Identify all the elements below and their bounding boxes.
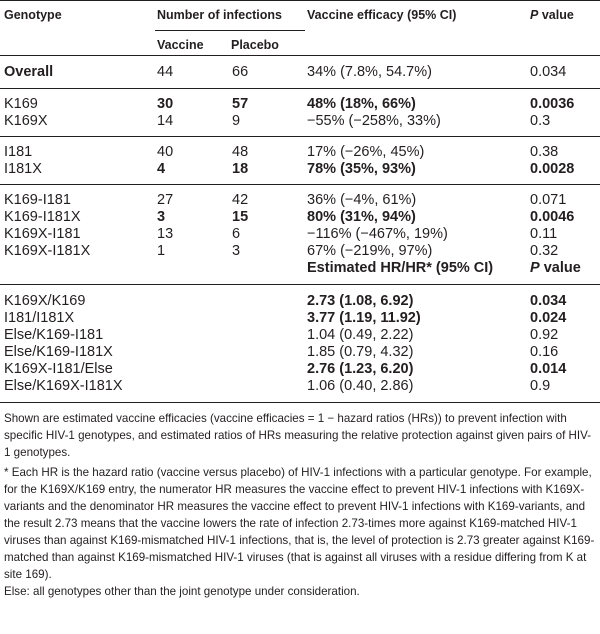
genotype-cell: K169-I181X (4, 209, 81, 225)
efficacy-cell: 78% (35%, 93%) (307, 161, 416, 177)
placebo-cell: 66 (232, 64, 249, 80)
placebo-cell: 18 (232, 161, 249, 177)
placebo-cell: 9 (232, 113, 241, 129)
vaccine-cell: 1 (157, 243, 166, 259)
efficacy-cell: 17% (−26%, 45%) (307, 144, 425, 160)
hr-cell: 1.06 (0.40, 2.86) (307, 378, 414, 394)
table-row: Overall 44 66 34% (7.8%, 54.7%) 0.034 (0, 56, 600, 89)
p-value-cell: 0.32 (530, 243, 559, 259)
col-genotype: Genotype (4, 8, 62, 22)
hr-row: Else/K169X-I181X 1.06 (0.40, 2.86) 0.9 (0, 378, 600, 403)
table-row: K169 30 57 48% (18%, 66%) 0.0036 (0, 89, 600, 114)
vaccine-cell: 13 (157, 226, 174, 242)
p-value-cell: 0.024 (530, 310, 567, 326)
hr-cell: 2.76 (1.23, 6.20) (307, 361, 414, 377)
genotype-cell: I181X (4, 161, 42, 177)
header-row-1: Genotype Number of infections Vaccine ef… (0, 0, 600, 31)
placebo-cell: 3 (232, 243, 241, 259)
hr-cell: 1.85 (0.79, 4.32) (307, 344, 414, 360)
p-value-cell: 0.38 (530, 144, 559, 160)
col-vaccine-efficacy: Vaccine efficacy (95% CI) (307, 8, 457, 22)
efficacy-cell: −55% (−258%, 33%) (307, 113, 441, 129)
genotype-cell: K169X-I181X (4, 243, 91, 259)
hr-cell: 2.73 (1.08, 6.92) (307, 293, 414, 309)
efficacy-cell: 34% (7.8%, 54.7%) (307, 64, 432, 80)
table-row: K169X-I181X 1 3 67% (−219%, 97%) 0.32 (0, 243, 600, 260)
table-row: K169-I181X 3 15 80% (31%, 94%) 0.0046 (0, 209, 600, 226)
pair-cell: Else/K169X-I181X (4, 378, 123, 394)
p-value-cell: 0.034 (530, 64, 567, 80)
hr-cell: 3.77 (1.19, 11.92) (307, 310, 421, 326)
genotype-cell: K169X (4, 113, 48, 129)
efficacy-table: Genotype Number of infections Vaccine ef… (0, 0, 600, 403)
vaccine-cell: 44 (157, 64, 174, 80)
hr-cell: 1.04 (0.49, 2.22) (307, 327, 414, 343)
vaccine-cell: 14 (157, 113, 174, 129)
vaccine-cell: 4 (157, 161, 166, 177)
genotype-cell: K169X-I181 (4, 226, 81, 242)
col-hr-p-value: P value (530, 260, 581, 276)
p-value-cell: 0.071 (530, 192, 567, 208)
footnote-star: * Each HR is the hazard ratio (vaccine v… (4, 466, 595, 581)
hr-row: I181/I181X 3.77 (1.19, 11.92) 0.024 (0, 310, 600, 327)
col-p-value: P value (530, 8, 574, 22)
hr-row: K169X-I181/Else 2.76 (1.23, 6.20) 0.014 (0, 361, 600, 378)
table-row: K169X-I181 13 6 −116% (−467%, 19%) 0.11 (0, 226, 600, 243)
footnote-shown: Shown are estimated vaccine efficacies (… (4, 412, 592, 459)
placebo-cell: 6 (232, 226, 241, 242)
hr-row: Else/K169-I181 1.04 (0.49, 2.22) 0.92 (0, 327, 600, 344)
table-row: I181X 4 18 78% (35%, 93%) 0.0028 (0, 161, 600, 185)
genotype-cell: Overall (4, 64, 54, 80)
efficacy-cell: 67% (−219%, 97%) (307, 243, 433, 259)
hr-row: Else/K169-I181X 1.85 (0.79, 4.32) 0.16 (0, 344, 600, 361)
efficacy-cell: −116% (−467%, 19%) (307, 226, 448, 242)
p-value-cell: 0.034 (530, 293, 567, 309)
genotype-cell: I181 (4, 144, 33, 160)
p-value-cell: 0.9 (530, 378, 551, 394)
table-row: K169X 14 9 −55% (−258%, 33%) 0.3 (0, 113, 600, 137)
table-footnotes: Shown are estimated vaccine efficacies (… (0, 403, 600, 600)
p-value-cell: 0.014 (530, 361, 567, 377)
col-number-of-infections: Number of infections (155, 0, 306, 31)
p-value-cell: 0.3 (530, 113, 551, 129)
header-row-2: Vaccine Placebo (0, 30, 600, 56)
genotype-cell: K169 (4, 96, 38, 112)
p-value-cell: 0.0036 (530, 96, 575, 112)
col-placebo: Placebo (231, 37, 279, 52)
hr-row: K169X/K169 2.73 (1.08, 6.92) 0.034 (0, 285, 600, 311)
pair-cell: K169X-I181/Else (4, 361, 113, 377)
vaccine-cell: 40 (157, 144, 174, 160)
pair-cell: Else/K169-I181X (4, 344, 113, 360)
footnote-else: Else: all genotypes other than the joint… (4, 585, 360, 598)
vaccine-cell: 3 (157, 209, 166, 225)
table-row: I181 40 48 17% (−26%, 45%) 0.38 (0, 137, 600, 162)
pair-cell: Else/K169-I181 (4, 327, 104, 343)
genotype-cell: K169-I181 (4, 192, 71, 208)
p-value-cell: 0.0028 (530, 161, 575, 177)
vaccine-cell: 27 (157, 192, 174, 208)
col-vaccine: Vaccine (157, 37, 204, 52)
table-row: K169-I181 27 42 36% (−4%, 61%) 0.071 (0, 185, 600, 210)
placebo-cell: 15 (232, 209, 249, 225)
p-value-cell: 0.92 (530, 327, 559, 343)
efficacy-cell: 36% (−4%, 61%) (307, 192, 417, 208)
p-value-cell: 0.0046 (530, 209, 575, 225)
pair-cell: I181/I181X (4, 310, 75, 326)
p-value-cell: 0.11 (530, 226, 558, 242)
pair-cell: K169X/K169 (4, 293, 86, 309)
placebo-cell: 57 (232, 96, 249, 112)
placebo-cell: 42 (232, 192, 249, 208)
efficacy-cell: 80% (31%, 94%) (307, 209, 416, 225)
efficacy-cell: 48% (18%, 66%) (307, 96, 416, 112)
p-value-cell: 0.16 (530, 344, 559, 360)
placebo-cell: 48 (232, 144, 249, 160)
hr-header-row: Estimated HR/HR* (95% CI) P value (0, 260, 600, 285)
vaccine-cell: 30 (157, 96, 174, 112)
col-estimated-hr: Estimated HR/HR* (95% CI) (307, 260, 494, 276)
